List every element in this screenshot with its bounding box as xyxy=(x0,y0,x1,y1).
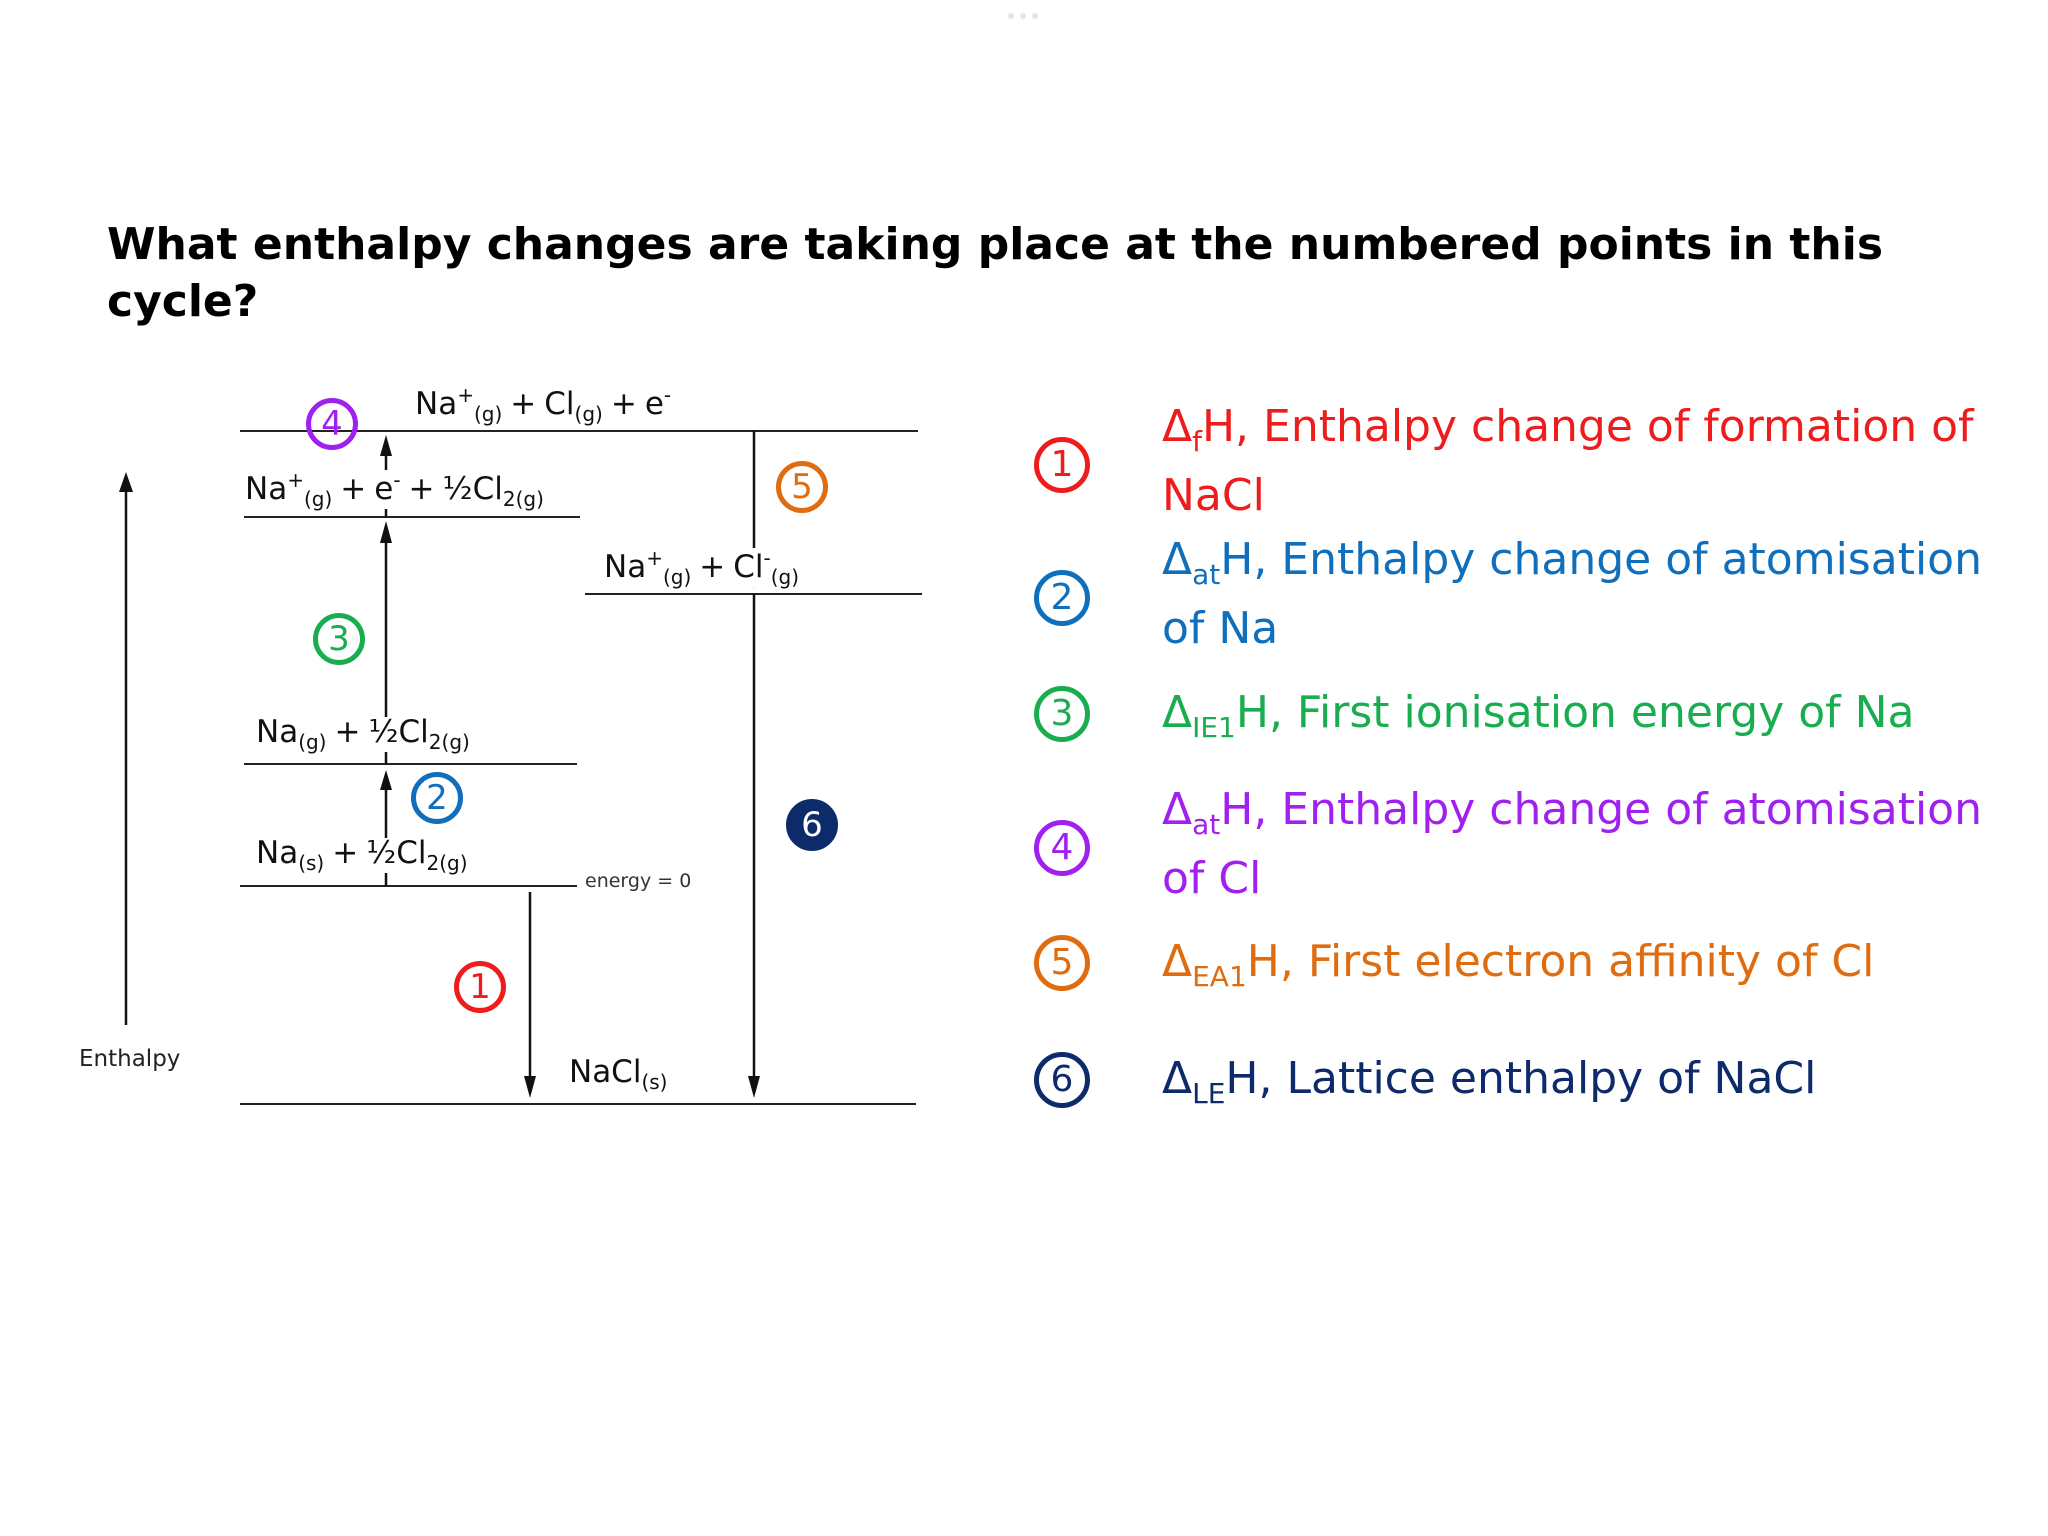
enthalpy-axis-label: Enthalpy xyxy=(79,1046,181,1072)
legend-number-1: 1 xyxy=(1034,437,1090,493)
legend-number-5: 5 xyxy=(1034,935,1090,991)
question-title: What enthalpy changes are taking place a… xyxy=(107,219,1884,327)
label-top-level: Na+(g) + Cl(g) + e- xyxy=(412,385,675,424)
legend-text-2: ΔatH, Enthalpy change of atomisation of … xyxy=(1162,534,1982,654)
legend-text-4: ΔatH, Enthalpy change of atomisation of … xyxy=(1162,784,1982,904)
label-elements-level: Na(s) + ½Cl2(g) xyxy=(253,838,471,873)
marker-6: 6 xyxy=(786,799,838,851)
window-handle xyxy=(1008,13,1038,19)
legend-text-3: ΔIE1H, First ionisation energy of Na xyxy=(1162,687,1915,744)
label-ionised-level: Na+(g) + e- + ½Cl2(g) xyxy=(242,470,547,509)
legend-text-1: ΔfH, Enthalpy change of formation of NaC… xyxy=(1162,401,1974,521)
marker-1: 1 xyxy=(454,961,506,1013)
legend-number-2: 2 xyxy=(1034,570,1090,626)
label-product-level: NaCl(s) xyxy=(566,1057,671,1092)
legend-text-6: ΔLEH, Lattice enthalpy of NaCl xyxy=(1162,1053,1817,1110)
marker-3: 3 xyxy=(313,613,365,665)
marker-4: 4 xyxy=(306,398,358,450)
label-atomised-level: Na(g) + ½Cl2(g) xyxy=(253,717,473,752)
label-ions-level: Na+(g) + Cl-(g) xyxy=(601,548,803,587)
energy-zero-label: energy = 0 xyxy=(585,870,692,892)
marker-5: 5 xyxy=(776,461,828,513)
legend-number-3: 3 xyxy=(1034,686,1090,742)
marker-2: 2 xyxy=(411,772,463,824)
legend-text-5: ΔEA1H, First electron affinity of Cl xyxy=(1162,936,1875,993)
legend-number-6: 6 xyxy=(1034,1052,1090,1108)
legend-number-4: 4 xyxy=(1034,820,1090,876)
